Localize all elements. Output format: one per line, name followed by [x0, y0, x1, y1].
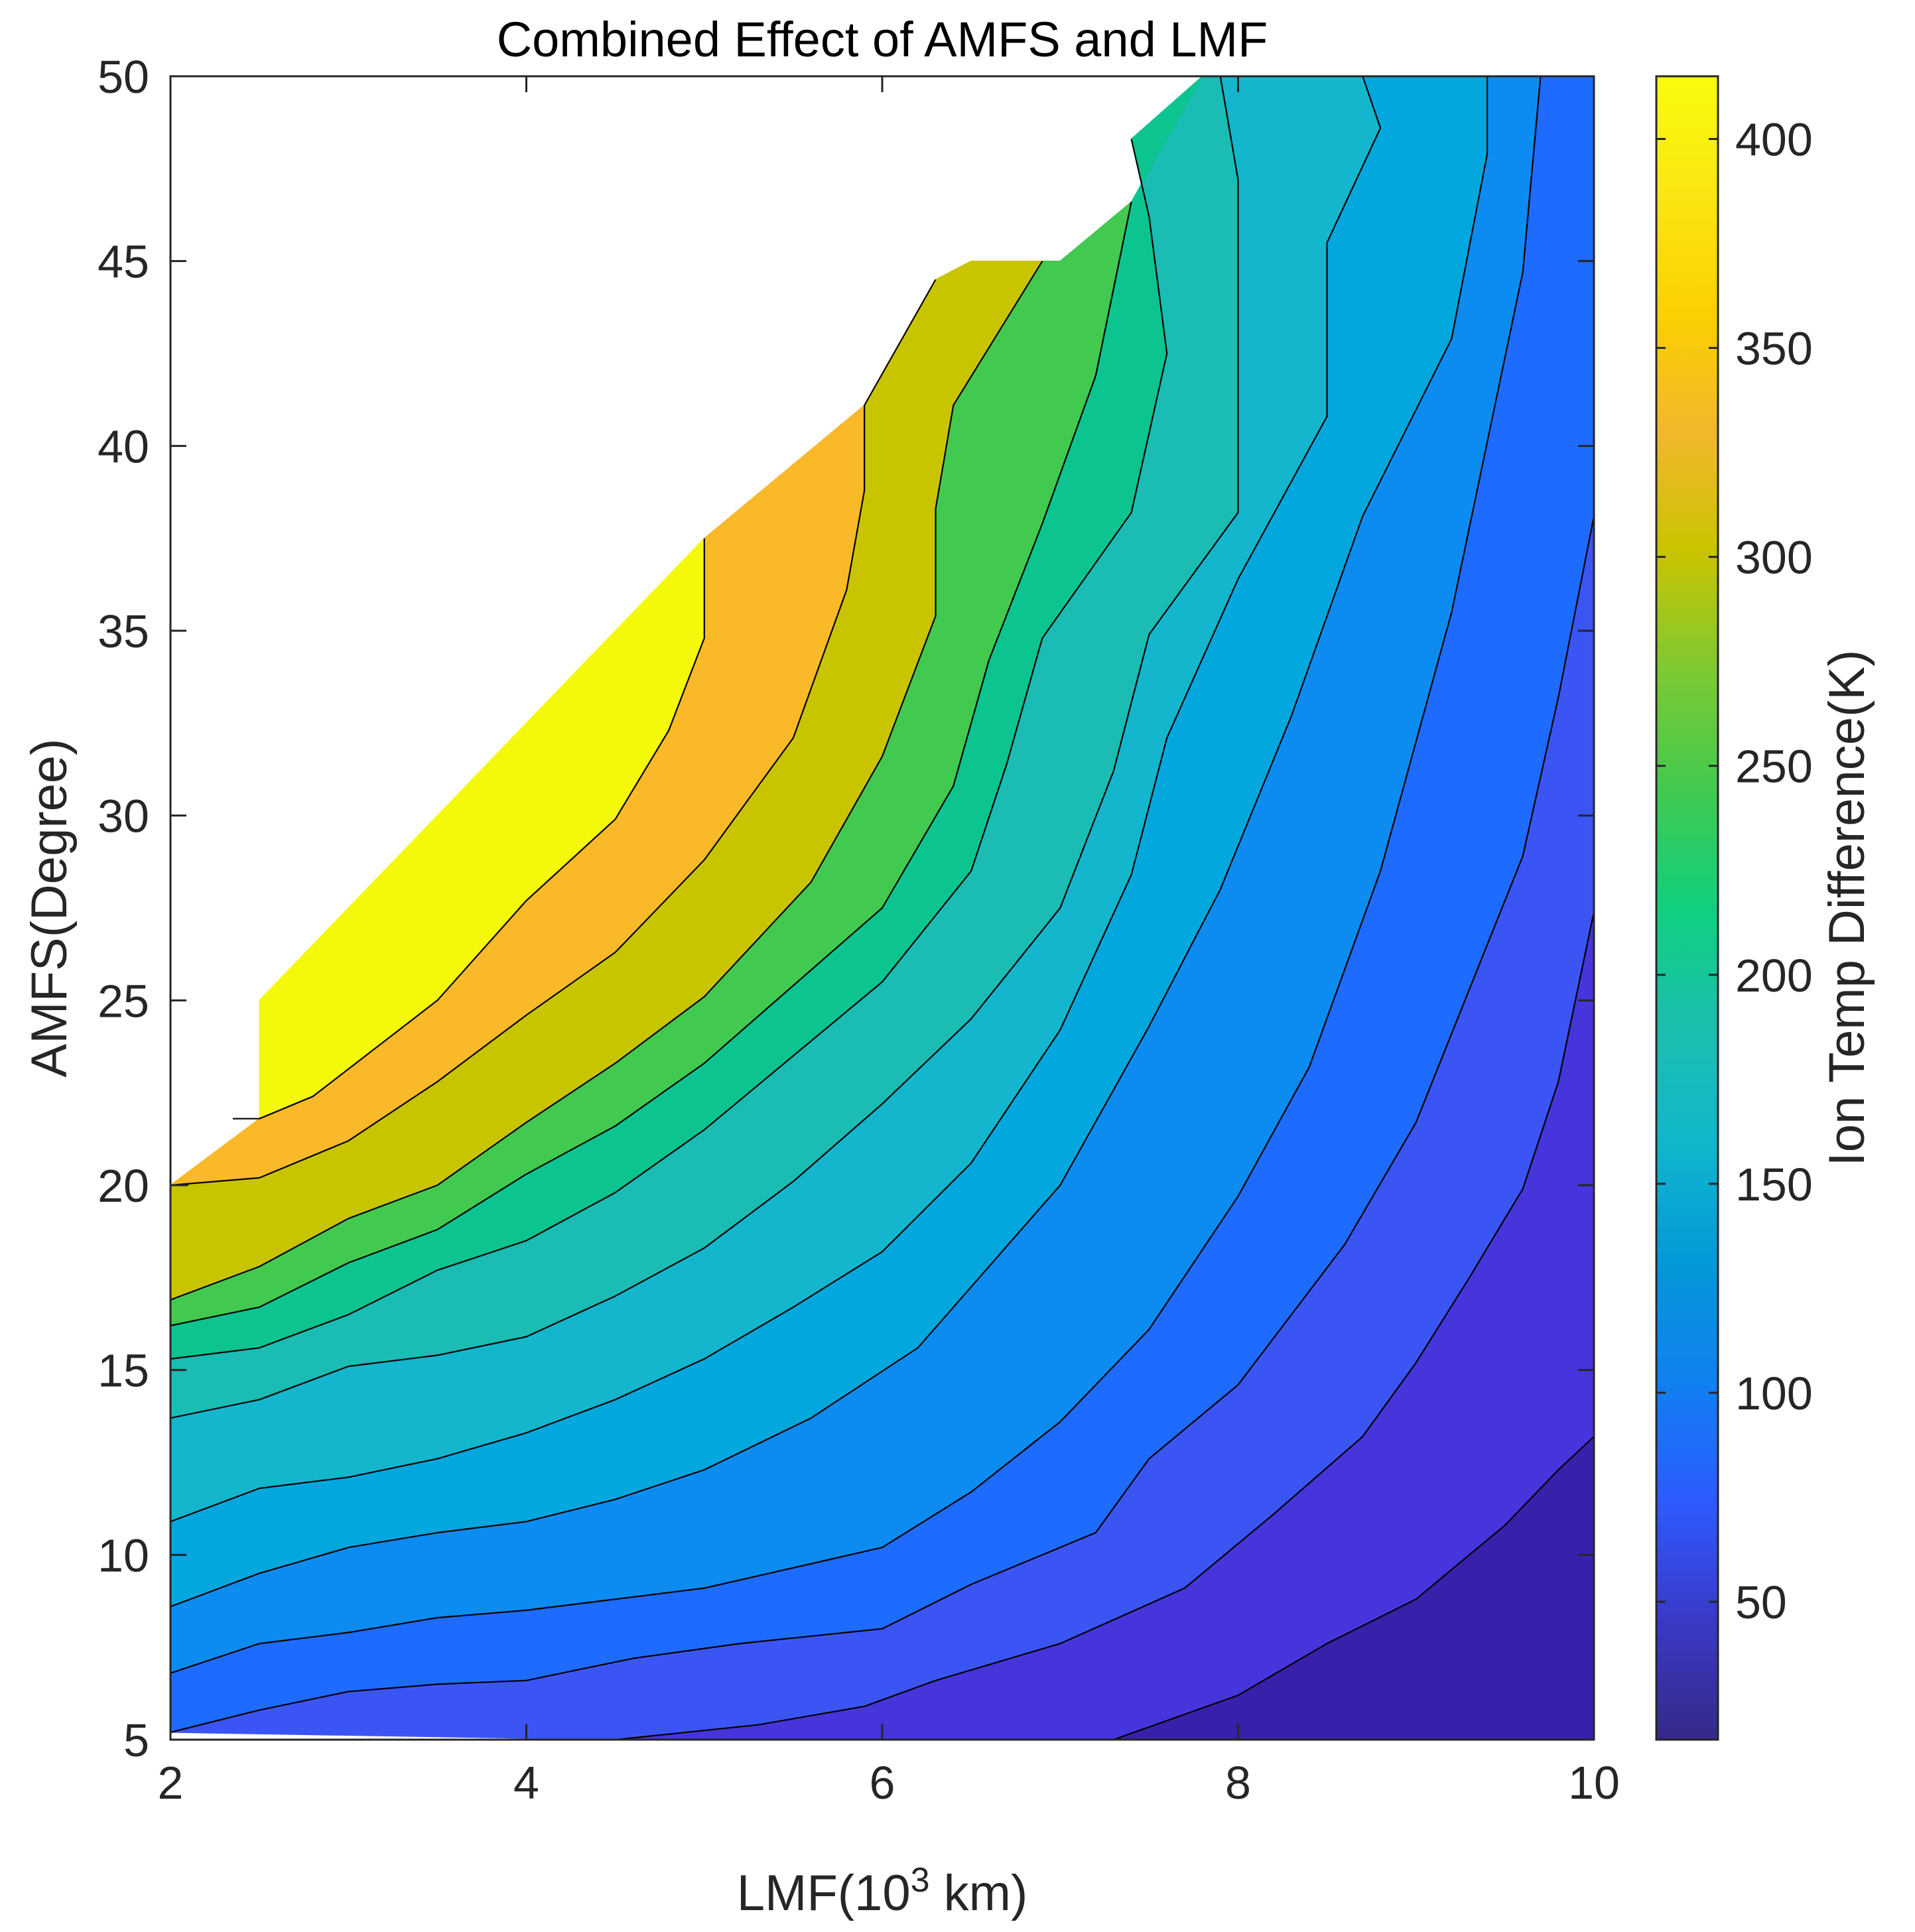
contour-line-4 [170, 76, 1488, 1608]
contour-line-0 [1113, 1436, 1594, 1740]
x-axis-label-superscript: 3 [911, 1861, 930, 1900]
y-tick-label: 5 [123, 1714, 149, 1766]
colorbar-tick-label: 300 [1735, 532, 1813, 584]
y-tick-label: 35 [98, 606, 149, 657]
colorbar-ticks: 50 100 150 200 250 300 350 400 [1656, 114, 1813, 1628]
y-tick-label: 30 [98, 791, 149, 842]
colorbar-tick-label: 100 [1735, 1368, 1813, 1419]
contour-line-9 [170, 261, 1043, 1301]
colorbar-tick-label: 150 [1735, 1159, 1813, 1210]
contour-line-6 [170, 76, 1239, 1419]
y-tick-label: 50 [98, 51, 149, 103]
x-tick-label: 10 [1568, 1757, 1620, 1809]
x-axis-ticks: 2 4 6 8 10 [158, 76, 1620, 1809]
contour-line-1 [615, 911, 1594, 1740]
x-tick-label: 6 [870, 1757, 895, 1809]
y-tick-label: 25 [98, 975, 149, 1027]
x-axis-label: LMF(103 km) [737, 1861, 1028, 1921]
x-tick-label: 4 [513, 1757, 539, 1809]
y-tick-label: 45 [98, 236, 149, 288]
x-axis-label-prefix: LMF(10 [737, 1865, 911, 1921]
y-tick-label: 20 [98, 1160, 149, 1212]
y-tick-label: 40 [98, 420, 149, 472]
plot-frame [169, 75, 1595, 1741]
contour-line-10 [170, 279, 937, 1187]
colorbar-tick-label: 250 [1735, 741, 1813, 793]
contour-lines [170, 76, 1594, 1740]
colorbar-tick-label: 200 [1735, 950, 1813, 1001]
contour-line-2 [170, 515, 1594, 1733]
x-tick-label: 2 [158, 1757, 184, 1809]
contour-line-7 [170, 139, 1168, 1360]
y-tick-label: 15 [98, 1345, 149, 1397]
colorbar-tick-label: 50 [1735, 1577, 1787, 1628]
y-axis-ticks: 5 10 15 20 25 30 35 40 45 50 [98, 51, 1594, 1766]
colorbar-label: Ion Temp Difference(K) [1819, 650, 1875, 1167]
contour-line-8 [170, 202, 1132, 1326]
x-axis-label-suffix: km) [930, 1865, 1028, 1921]
contour-line-3 [170, 76, 1542, 1674]
contour-line-5 [170, 76, 1382, 1523]
colorbar-tick-label: 400 [1735, 114, 1813, 166]
contour-line-11 [259, 538, 705, 1120]
chart-title: Combined Effect of AMFS and LMF [497, 12, 1268, 67]
x-tick-label: 8 [1225, 1757, 1251, 1809]
y-tick-label: 10 [98, 1529, 149, 1581]
colorbar-tick-label: 350 [1735, 323, 1813, 375]
colorbar [1655, 75, 1719, 1741]
y-axis-label: AMFS(Degree) [21, 739, 78, 1078]
